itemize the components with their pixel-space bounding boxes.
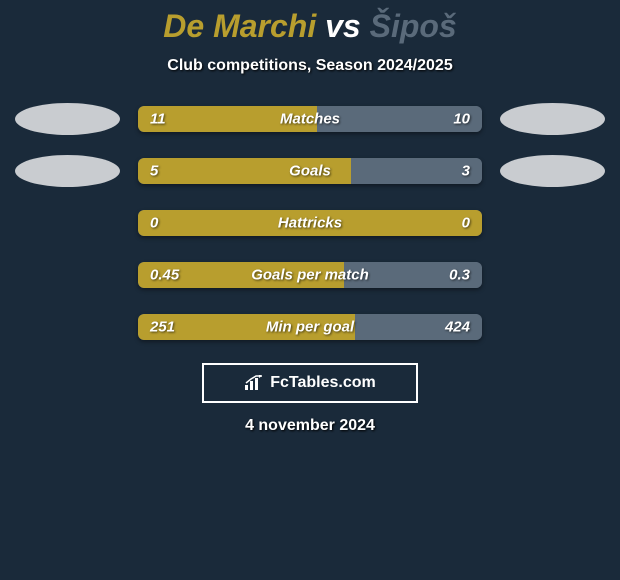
branding-text: FcTables.com [270, 374, 376, 392]
stat-rows: 11 Matches 10 5 Goals 3 0 Hattricks 0 0.45 Goals p… [0, 103, 620, 343]
oval-right [500, 155, 605, 187]
stat-value-left: 0.45 [150, 267, 179, 284]
stat-value-right: 424 [445, 319, 470, 336]
stat-value-left: 0 [150, 215, 158, 232]
oval-right [500, 103, 605, 135]
stat-label: Min per goal [266, 319, 354, 336]
stat-label: Matches [280, 111, 340, 128]
title-player1: De Marchi [163, 8, 316, 44]
chart-icon [244, 375, 264, 391]
stat-bar: 11 Matches 10 [138, 106, 482, 132]
stat-row: 11 Matches 10 [0, 103, 620, 135]
oval-spacer [15, 259, 120, 291]
title-player2: Šipoš [370, 8, 457, 44]
stat-row: 251 Min per goal 424 [0, 311, 620, 343]
stat-bar: 0 Hattricks 0 [138, 210, 482, 236]
stat-value-left: 5 [150, 163, 158, 180]
stat-bar: 5 Goals 3 [138, 158, 482, 184]
stat-label: Goals [289, 163, 331, 180]
oval-spacer [500, 207, 605, 239]
stat-label: Hattricks [278, 215, 342, 232]
update-date: 4 november 2024 [0, 417, 620, 435]
stat-bar: 0.45 Goals per match 0.3 [138, 262, 482, 288]
stat-bar: 251 Min per goal 424 [138, 314, 482, 340]
subtitle: Club competitions, Season 2024/2025 [0, 57, 620, 75]
stat-value-left: 11 [150, 111, 166, 128]
stat-value-right: 0.3 [449, 267, 470, 284]
branding-box[interactable]: FcTables.com [202, 363, 418, 403]
stat-row: 0.45 Goals per match 0.3 [0, 259, 620, 291]
stat-row: 5 Goals 3 [0, 155, 620, 187]
stat-value-right: 10 [453, 111, 470, 128]
oval-spacer [500, 311, 605, 343]
oval-left [15, 103, 120, 135]
title-vs: vs [325, 8, 361, 44]
stat-value-left: 251 [150, 319, 175, 336]
oval-spacer [15, 311, 120, 343]
oval-spacer [500, 259, 605, 291]
stat-row: 0 Hattricks 0 [0, 207, 620, 239]
oval-spacer [15, 207, 120, 239]
stat-label: Goals per match [251, 267, 369, 284]
stat-value-right: 3 [462, 163, 470, 180]
oval-left [15, 155, 120, 187]
page-title: De Marchi vs Šipoš [0, 8, 620, 45]
comparison-card: De Marchi vs Šipoš Club competitions, Se… [0, 0, 620, 435]
stat-value-right: 0 [462, 215, 470, 232]
